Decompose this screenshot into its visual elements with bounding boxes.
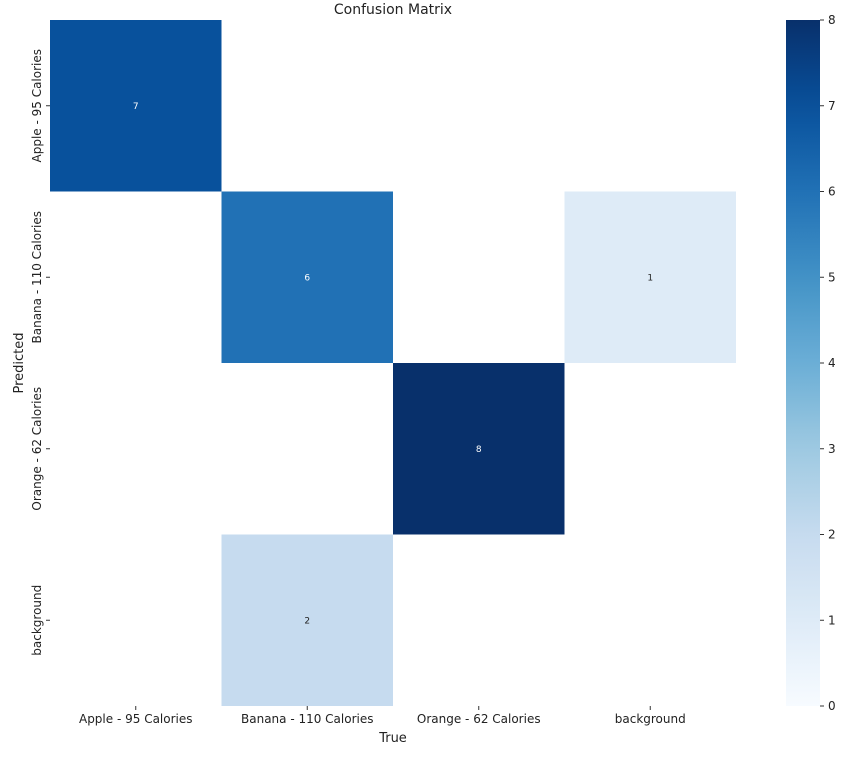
y-axis-label: Predicted — [12, 332, 27, 393]
colorbar-tick-label: 3 — [828, 442, 836, 456]
colorbar-tick-label: 8 — [828, 13, 836, 27]
heatmap-cell — [50, 363, 222, 535]
colorbar-tick-label: 0 — [828, 699, 836, 713]
heatmap-cell — [50, 534, 222, 706]
x-tick-label: Orange - 62 Calories — [417, 712, 541, 726]
y-tick-label: Banana - 110 Calories — [30, 211, 44, 344]
colorbar: 0 1 2 3 4 5 6 7 8 — [786, 13, 836, 713]
heatmap-cell — [221, 534, 393, 706]
x-tick-label: Apple - 95 Calories — [79, 712, 193, 726]
x-axis-ticks: Apple - 95 Calories Banana - 110 Calories… — [79, 706, 686, 726]
y-tick-label: Apple - 95 Calories — [30, 49, 44, 163]
colorbar-tick-label: 6 — [828, 185, 836, 199]
colorbar-tick-label: 7 — [828, 99, 836, 113]
heatmap-cell — [393, 363, 565, 535]
heatmap-cell — [564, 363, 736, 535]
heatmap-cell — [393, 534, 565, 706]
heatmap-cell — [564, 534, 736, 706]
cell-value-label: 2 — [304, 616, 310, 626]
colorbar-tick-label: 1 — [828, 613, 836, 627]
colorbar-gradient — [786, 20, 820, 706]
heatmap-cell — [393, 20, 565, 192]
heatmap-cell — [50, 20, 222, 192]
colorbar-tick-label: 4 — [828, 356, 836, 370]
heatmap-cell — [50, 191, 222, 363]
heatmap-cell — [393, 191, 565, 363]
cell-value-label: 8 — [476, 445, 482, 455]
colorbar-tick-label: 2 — [828, 528, 836, 542]
heatmap-cell — [221, 191, 393, 363]
heatmap-cell — [221, 363, 393, 535]
y-tick-label: Orange - 62 Calories — [30, 387, 44, 511]
cell-value-label: 1 — [647, 273, 653, 283]
heatmap-cells: 7 6 1 8 2 — [50, 20, 736, 706]
cell-value-label: 7 — [133, 102, 139, 112]
cell-value-label: 6 — [304, 273, 310, 283]
x-axis-label: True — [378, 731, 407, 746]
colorbar-tick-label: 5 — [828, 270, 836, 284]
heatmap-cell — [221, 20, 393, 192]
y-axis-ticks: Apple - 95 Calories Banana - 110 Calories… — [30, 49, 50, 656]
x-tick-label: background — [615, 712, 686, 726]
heatmap-cell — [564, 20, 736, 192]
chart-title: Confusion Matrix — [334, 2, 452, 18]
y-tick-label: background — [30, 585, 44, 656]
x-tick-label: Banana - 110 Calories — [241, 712, 374, 726]
heatmap-cell — [564, 191, 736, 363]
